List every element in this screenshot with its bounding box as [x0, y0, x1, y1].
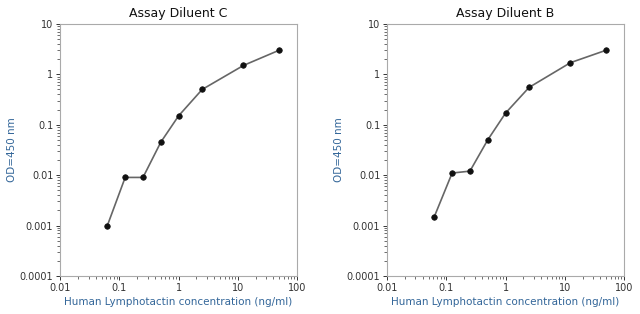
Title: Assay Diluent B: Assay Diluent B [456, 7, 555, 20]
Y-axis label: OD=450 nm: OD=450 nm [334, 117, 344, 182]
X-axis label: Human Lymphotactin concentration (ng/ml): Human Lymphotactin concentration (ng/ml) [392, 297, 620, 307]
X-axis label: Human Lymphotactin concentration (ng/ml): Human Lymphotactin concentration (ng/ml) [65, 297, 292, 307]
Title: Assay Diluent C: Assay Diluent C [129, 7, 228, 20]
Y-axis label: OD=450 nm: OD=450 nm [7, 117, 17, 182]
